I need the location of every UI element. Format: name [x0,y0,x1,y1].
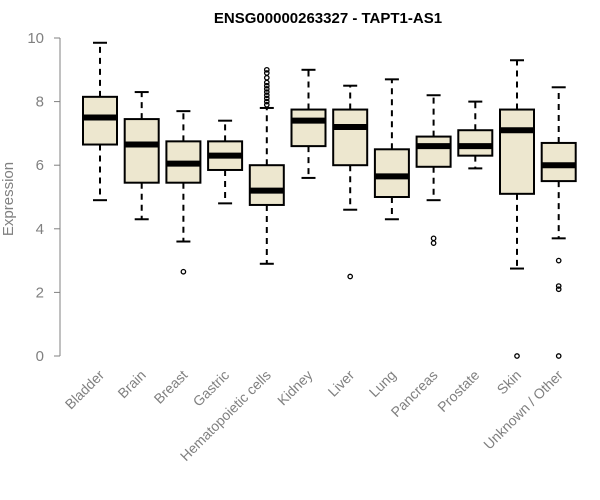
iqr-box [82,95,118,146]
outlier-point [555,283,562,289]
outlier-point [263,98,270,105]
outlier-point [263,82,270,89]
x-label-skin: Skin [494,367,525,398]
x-label-lung: Lung [366,367,399,400]
iqr-box [332,108,369,167]
box-prostate [457,100,494,170]
y-tick-label-0: 0 [36,348,44,365]
iqr-box [373,148,410,199]
y-axis-label: Expression [0,162,17,236]
y-tick-label-2: 2 [36,284,44,301]
chart-title: ENSG00000263327 - TAPT1-AS1 [214,10,442,27]
outlier-point [430,240,437,246]
box-hematopoietic-cells [248,66,285,265]
iqr-box [457,129,494,157]
outlier-point [430,235,437,242]
outlier-point [347,273,354,280]
outlier-point [263,92,270,99]
box-lung [373,78,410,221]
x-label-bladder: Bladder [62,367,108,413]
outlier-point [555,257,562,264]
y-tick-label-10: 10 [27,30,44,47]
box-pancreas [415,94,452,246]
outlier-point [180,268,187,275]
iqr-box [290,108,327,148]
box-brain [123,91,160,221]
x-label-prostate: Prostate [434,367,482,415]
y-tick-label-4: 4 [36,221,44,238]
x-label-brain: Brain [114,367,148,401]
x-label-kidney: Kidney [274,367,316,409]
box-liver [332,84,369,280]
outlier-point [514,353,520,359]
boxes-group [82,41,577,359]
iqr-box [499,108,535,195]
y-tick-label-6: 6 [36,157,44,174]
x-label-liver: Liver [325,367,358,400]
iqr-box [123,118,160,184]
outlier-point [263,86,270,92]
outlier-point [263,95,270,102]
box-skin [499,59,535,359]
box-kidney [290,68,327,179]
iqr-box [540,141,577,183]
iqr-box [415,135,452,168]
box-gastric [207,119,244,205]
box-bladder [82,41,118,202]
x-label-breast: Breast [151,367,191,407]
y-tick-label-8: 8 [36,94,44,111]
outlier-point [263,101,270,108]
outlier-point [555,286,562,293]
iqr-box [248,164,285,206]
outlier-point [263,66,270,73]
x-label-unknown-other: Unknown / Other [480,367,566,453]
outlier-point [263,89,270,95]
outlier-point [555,353,562,359]
box-breast [165,110,202,275]
y-axis: 0 2 4 6 8 10 [27,30,61,365]
outlier-point [263,70,270,76]
outlier-point [263,74,270,81]
box-unknown-other [540,86,577,359]
